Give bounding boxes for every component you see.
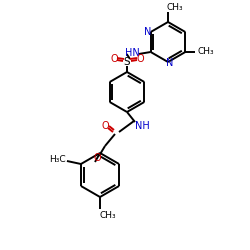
Text: NH: NH <box>134 121 150 131</box>
Text: S: S <box>124 57 130 67</box>
Text: H₃C: H₃C <box>49 156 65 164</box>
Text: CH₃: CH₃ <box>167 4 183 13</box>
Text: O: O <box>101 121 109 131</box>
Text: O: O <box>136 54 144 64</box>
Text: O: O <box>93 153 101 163</box>
Text: CH₃: CH₃ <box>197 48 214 56</box>
Text: CH₃: CH₃ <box>100 210 116 220</box>
Text: HN: HN <box>125 48 140 58</box>
Text: N: N <box>166 58 174 68</box>
Text: N: N <box>144 27 151 37</box>
Text: O: O <box>110 54 118 64</box>
